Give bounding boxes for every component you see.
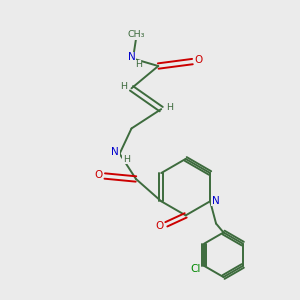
Text: H: H [135,60,142,69]
Text: CH₃: CH₃ [127,30,145,39]
Text: O: O [156,221,164,231]
Text: N: N [212,196,219,206]
Text: O: O [194,55,202,65]
Text: H: H [120,82,127,91]
Text: H: H [123,154,130,164]
Text: N: N [128,52,135,62]
Text: N: N [111,147,119,157]
Text: Cl: Cl [190,264,200,274]
Text: O: O [94,169,102,179]
Text: H: H [166,103,173,112]
